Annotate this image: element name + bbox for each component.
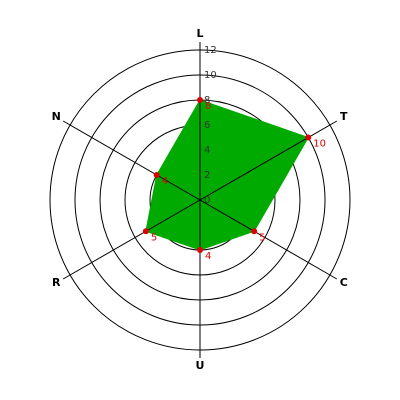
r-tick-label: 6 bbox=[204, 120, 210, 131]
axis-line bbox=[199, 199, 338, 280]
axis-label: L bbox=[196, 27, 203, 40]
value-label: 10 bbox=[313, 139, 326, 150]
r-tick-label: 10 bbox=[204, 70, 217, 81]
value-label: 5 bbox=[151, 232, 157, 243]
data-point bbox=[251, 228, 258, 235]
axis-label: T bbox=[340, 110, 348, 123]
axis-label: N bbox=[52, 110, 61, 123]
data-point bbox=[153, 172, 160, 178]
r-tick-label: 12 bbox=[204, 45, 217, 56]
data-point bbox=[305, 134, 312, 141]
value-label: 4 bbox=[205, 251, 211, 262]
axis-label: C bbox=[340, 276, 348, 289]
axis-label: U bbox=[196, 359, 205, 372]
data-point bbox=[142, 228, 149, 235]
r-tick-label: 0 bbox=[204, 195, 210, 206]
data-area bbox=[145, 99, 309, 251]
axis-label: R bbox=[52, 276, 61, 289]
r-tick-label: 8 bbox=[204, 95, 210, 106]
r-tick-label: 2 bbox=[204, 170, 210, 181]
axis-line bbox=[62, 199, 201, 280]
r-tick-label: 4 bbox=[204, 145, 210, 156]
data-point bbox=[197, 247, 203, 253]
data-point bbox=[197, 97, 203, 103]
value-label: 8 bbox=[205, 101, 211, 112]
value-label: 4 bbox=[162, 176, 168, 187]
axis-line bbox=[62, 120, 201, 201]
axis-line bbox=[199, 120, 338, 201]
value-label: 5 bbox=[259, 232, 265, 243]
